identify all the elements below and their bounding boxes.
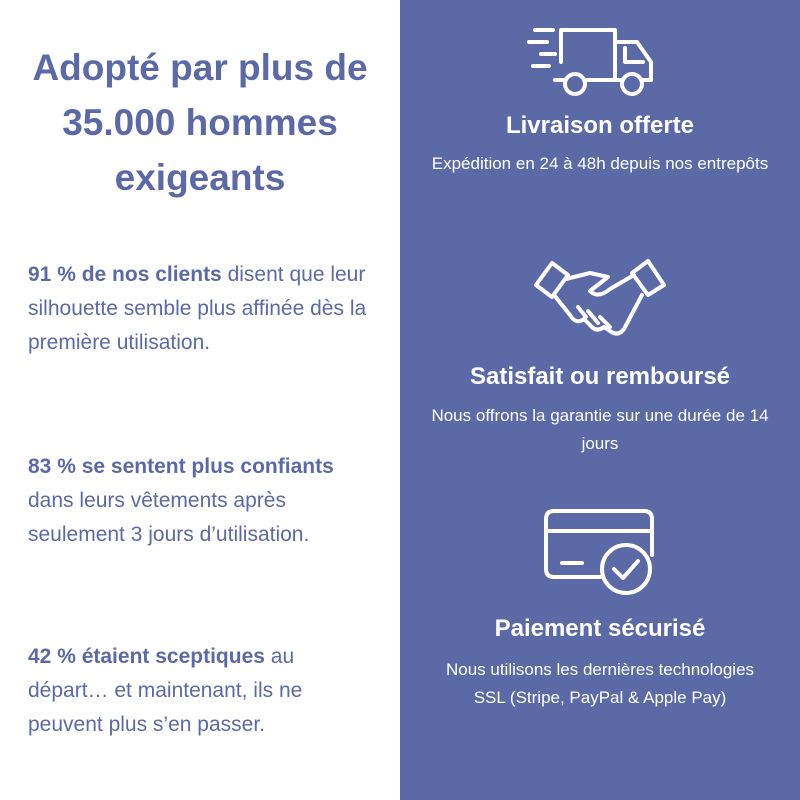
stat: 42 % étaient sceptiques au départ… et ma… [28, 640, 373, 742]
wheel [620, 72, 644, 96]
feature-text: Nous offrons la garantie sur une durée d… [431, 406, 769, 453]
feature-panel [400, 0, 800, 800]
feature-title: Satisfait ou remboursé [469, 363, 731, 390]
hand-top [564, 271, 636, 297]
check-circle [600, 543, 652, 595]
stat-text: dans leurs vêtements après seulement 3 j… [28, 489, 310, 546]
feature-text: Expédition en 24 à 48h depuis nos entrep… [431, 154, 769, 173]
wheel [563, 72, 587, 96]
card-icon [544, 509, 654, 595]
fingers [576, 305, 612, 329]
truck-body [553, 28, 617, 82]
check-mark [612, 559, 640, 580]
hand-bottom [552, 293, 644, 336]
stat: 83 % se sentent plus confiants dans leur… [28, 450, 373, 552]
truck-icon [527, 28, 653, 96]
truck-window [623, 46, 645, 64]
stat-text: disent que leur silhouette semble plus a… [28, 263, 367, 354]
heading: Adopté par plus de 35.000 hommes exigean… [32, 47, 368, 198]
cuff-right [630, 259, 666, 297]
card-outline [544, 509, 654, 579]
handshake-icon [534, 259, 666, 336]
stat: 91 % de nos clients disent que leur silh… [28, 258, 373, 360]
feature-text: Nous utilisons les dernières technologie… [445, 660, 755, 707]
stat-bold: 83 % se sentent plus confiants [28, 455, 334, 478]
feature-title: Livraison offerte [505, 112, 695, 139]
truck-cab [613, 40, 653, 82]
speed-lines [527, 28, 557, 68]
stat-bold: 42 % étaient sceptiques [28, 645, 265, 668]
cuff-left [534, 261, 570, 299]
stat-text: au départ… et maintenant, ils ne peuvent… [28, 645, 303, 736]
feature-title: Paiement sécurisé [494, 615, 706, 642]
stat-bold: 91 % de nos clients [28, 263, 222, 286]
